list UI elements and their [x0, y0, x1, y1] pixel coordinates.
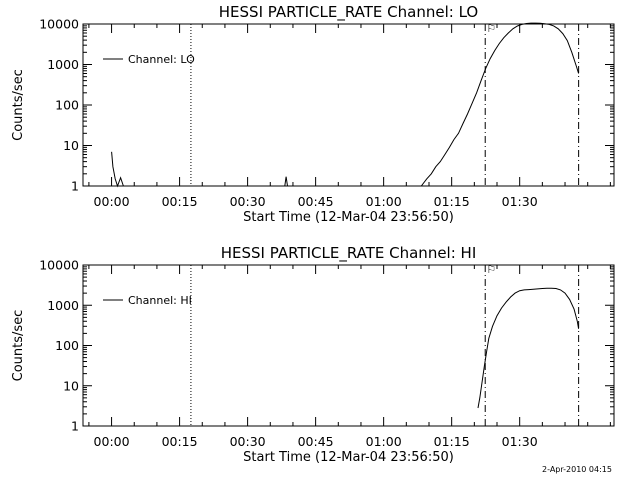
x-axis-label: Start Time (12-Mar-04 23:56:50) — [243, 450, 454, 465]
x-tick-label: 01:00 — [366, 194, 402, 209]
x-tick-label: 00:45 — [298, 434, 334, 449]
x-tick-label: 00:30 — [230, 194, 266, 209]
x-tick-label: 00:15 — [162, 194, 198, 209]
x-tick-label: 00:15 — [162, 434, 198, 449]
flag-icon: ⚐ — [486, 263, 496, 276]
y-tick-label: 1 — [71, 419, 79, 434]
y-tick-label: 1 — [71, 179, 79, 194]
x-tick-label: 01:30 — [502, 194, 538, 209]
legend-label: Channel: LO — [128, 53, 195, 66]
series-line-segment — [284, 176, 288, 187]
x-axis-label: Start Time (12-Mar-04 23:56:50) — [243, 210, 454, 225]
y-axis-label: Counts/sec — [11, 310, 26, 382]
series-line-segment — [477, 287, 580, 409]
x-tick-label: 00:45 — [298, 194, 334, 209]
y-tick-label: 1000 — [47, 57, 79, 72]
y-tick-label: 100 — [55, 98, 79, 113]
plot-frame-0 — [82, 23, 615, 187]
chart-title: HESSI PARTICLE_RATE Channel: LO — [219, 3, 478, 22]
chart-title: HESSI PARTICLE_RATE Channel: HI — [221, 244, 477, 263]
x-tick-label: 01:15 — [434, 434, 470, 449]
series-line-segment — [111, 151, 124, 188]
y-tick-label: 10000 — [39, 258, 79, 273]
footer-timestamp: 2-Apr-2010 04:15 — [542, 465, 612, 474]
x-tick-label: 00:00 — [94, 194, 130, 209]
x-tick-label: 00:00 — [94, 434, 130, 449]
x-tick-label: 01:00 — [366, 434, 402, 449]
y-axis-label: Counts/sec — [11, 69, 26, 141]
y-tick-label: 10 — [63, 378, 79, 393]
y-tick-label: 1000 — [47, 298, 79, 313]
legend-label: Channel: HI — [128, 294, 192, 307]
x-tick-label: 00:30 — [230, 434, 266, 449]
series-line-segment — [420, 22, 580, 187]
y-tick-label: 100 — [55, 338, 79, 353]
flag-icon: ⚐ — [486, 22, 496, 35]
y-tick-label: 10000 — [39, 17, 79, 32]
x-tick-label: 01:15 — [434, 194, 470, 209]
y-tick-label: 10 — [63, 138, 79, 153]
x-tick-label: 01:30 — [502, 434, 538, 449]
